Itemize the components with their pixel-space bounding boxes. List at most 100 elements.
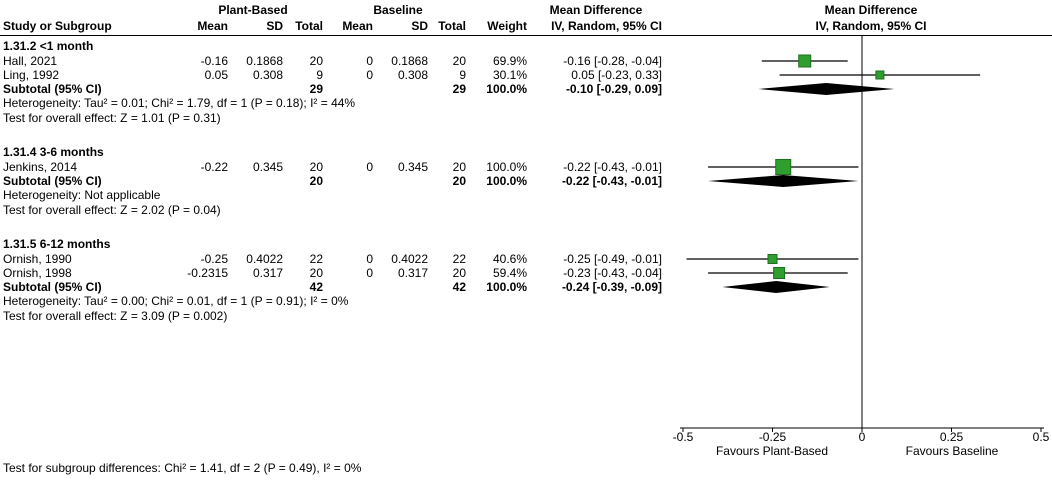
- col-study-header: Study or Subgroup: [3, 19, 112, 33]
- subtotal-total1: 29: [309, 82, 323, 96]
- study-ci_text: -0.16 [-0.28, -0.04]: [563, 54, 662, 68]
- study-mean1: -0.22: [200, 160, 228, 174]
- header-divider: [0, 35, 1052, 36]
- overall-effect-text: Test for overall effect: Z = 1.01 (P = 0…: [3, 111, 221, 125]
- study-total1: 22: [309, 252, 323, 266]
- study-weight: 100.0%: [486, 160, 527, 174]
- study-ci_text: -0.22 [-0.43, -0.01]: [563, 160, 662, 174]
- subgroup-title: 1.31.5 6-12 months: [3, 237, 111, 251]
- study-sd1: 0.345: [252, 160, 283, 174]
- study-ci_text: -0.25 [-0.49, -0.01]: [563, 252, 662, 266]
- group2-header: Baseline: [373, 3, 423, 17]
- study-mean2: 0: [366, 252, 373, 266]
- subtotal-total2: 20: [452, 174, 466, 188]
- heterogeneity-text: Heterogeneity: Tau² = 0.01; Chi² = 1.79,…: [3, 96, 356, 110]
- study-total1: 20: [309, 54, 323, 68]
- study-weight: 30.1%: [492, 68, 527, 82]
- overall-effect-text: Test for overall effect: Z = 2.02 (P = 0…: [3, 203, 221, 217]
- study-weight: 40.6%: [492, 252, 527, 266]
- col-weight-header: Weight: [487, 19, 527, 33]
- subtotal-diamond: [758, 83, 895, 95]
- subtotal-diamond: [708, 175, 859, 187]
- study-mean2: 0: [366, 54, 373, 68]
- col-sd2-header: SD: [411, 19, 428, 33]
- study-name: Ornish, 1998: [3, 266, 72, 280]
- effect-square: [767, 254, 778, 264]
- study-total2: 20: [452, 160, 466, 174]
- study-sd1: 0.4022: [246, 252, 283, 266]
- subtotal-ci_text: -0.24 [-0.39, -0.09]: [561, 280, 662, 294]
- study-ci_text: -0.23 [-0.43, -0.04]: [563, 266, 662, 280]
- subtotal-total1: 20: [309, 174, 323, 188]
- study-name: Ling, 1992: [3, 68, 60, 82]
- subtotal-weight: 100.0%: [486, 280, 527, 294]
- subgroup-title: 1.31.4 3-6 months: [3, 145, 104, 159]
- study-total2: 9: [459, 68, 466, 82]
- study-sd2: 0.1868: [391, 54, 428, 68]
- subtotal-diamond: [722, 281, 830, 293]
- effect-square: [773, 267, 786, 279]
- study-mean2: 0: [366, 266, 373, 280]
- study-name: Jenkins, 2014: [3, 160, 78, 174]
- study-sd1: 0.1868: [246, 54, 283, 68]
- axis-tick-label: 0: [858, 430, 866, 444]
- axis-tick-label: -0.25: [758, 430, 787, 444]
- heterogeneity-text: Heterogeneity: Not applicable: [3, 188, 161, 202]
- study-sd1: 0.317: [252, 266, 283, 280]
- effect-square: [798, 54, 812, 68]
- subtotal-ci_text: -0.10 [-0.29, 0.09]: [565, 82, 662, 96]
- study-total2: 22: [452, 252, 466, 266]
- study-sd2: 0.345: [397, 160, 428, 174]
- subtotal-weight: 100.0%: [486, 82, 527, 96]
- study-sd2: 0.308: [397, 68, 428, 82]
- col-total1-header: Total: [295, 19, 323, 33]
- col-mean2-header: Mean: [342, 19, 373, 33]
- subtotal-ci_text: -0.22 [-0.43, -0.01]: [561, 174, 662, 188]
- favours-left-label: Favours Plant-Based: [715, 444, 829, 458]
- study-sd1: 0.308: [252, 68, 283, 82]
- effect-column-title: Mean Difference: [549, 3, 643, 17]
- overall-effect-text: Test for overall effect: Z = 3.09 (P = 0…: [3, 309, 228, 323]
- subtotal-weight: 100.0%: [486, 174, 527, 188]
- study-mean1: -0.25: [200, 252, 228, 266]
- study-mean2: 0: [366, 160, 373, 174]
- subtotal-label: Subtotal (95% CI): [3, 82, 102, 96]
- axis-tick-label: 0.25: [939, 430, 964, 444]
- heterogeneity-text: Heterogeneity: Tau² = 0.00; Chi² = 0.01,…: [3, 294, 349, 308]
- subtotal-label: Subtotal (95% CI): [3, 174, 102, 188]
- subgroup-title: 1.31.2 <1 month: [3, 39, 94, 53]
- study-name: Ornish, 1990: [3, 252, 72, 266]
- col-sd1-header: SD: [266, 19, 283, 33]
- study-mean1: -0.16: [200, 54, 228, 68]
- group1-header: Plant-Based: [218, 3, 288, 17]
- subtotal-total1: 42: [309, 280, 323, 294]
- study-total2: 20: [452, 54, 466, 68]
- plot-subtitle: IV, Random, 95% CI: [815, 19, 927, 33]
- study-mean1: -0.2315: [187, 266, 228, 280]
- study-name: Hall, 2021: [3, 54, 58, 68]
- study-total1: 9: [316, 68, 323, 82]
- effect-square: [775, 159, 792, 175]
- study-total1: 20: [309, 160, 323, 174]
- study-sd2: 0.4022: [391, 252, 428, 266]
- study-ci_text: 0.05 [-0.23, 0.33]: [571, 68, 662, 82]
- subtotal-total2: 42: [452, 280, 466, 294]
- subtotal-total2: 29: [452, 82, 466, 96]
- study-total2: 20: [452, 266, 466, 280]
- plot-title: Mean Difference: [824, 3, 918, 17]
- effect-square: [875, 70, 885, 80]
- study-weight: 59.4%: [492, 266, 527, 280]
- subtotal-label: Subtotal (95% CI): [3, 280, 102, 294]
- study-mean2: 0: [366, 68, 373, 82]
- col-total2-header: Total: [438, 19, 466, 33]
- subgroup-difference-test: Test for subgroup differences: Chi² = 1.…: [3, 461, 362, 475]
- axis-tick-label: 0.5: [1032, 430, 1050, 444]
- study-sd2: 0.317: [397, 266, 428, 280]
- axis-tick-label: -0.5: [672, 430, 694, 444]
- study-total1: 20: [309, 266, 323, 280]
- col-ci-header: IV, Random, 95% CI: [551, 19, 662, 33]
- favours-right-label: Favours Baseline: [905, 444, 999, 458]
- study-weight: 69.9%: [492, 54, 527, 68]
- col-mean1-header: Mean: [197, 19, 228, 33]
